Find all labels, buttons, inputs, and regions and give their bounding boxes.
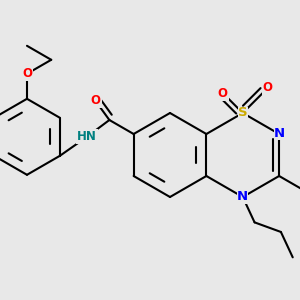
Text: O: O <box>218 87 228 100</box>
Text: O: O <box>263 81 273 94</box>
Text: O: O <box>90 94 100 107</box>
Text: S: S <box>238 106 247 119</box>
Text: N: N <box>237 190 248 203</box>
Text: O: O <box>22 67 32 80</box>
Text: N: N <box>274 128 285 140</box>
Text: HN: HN <box>77 130 97 143</box>
